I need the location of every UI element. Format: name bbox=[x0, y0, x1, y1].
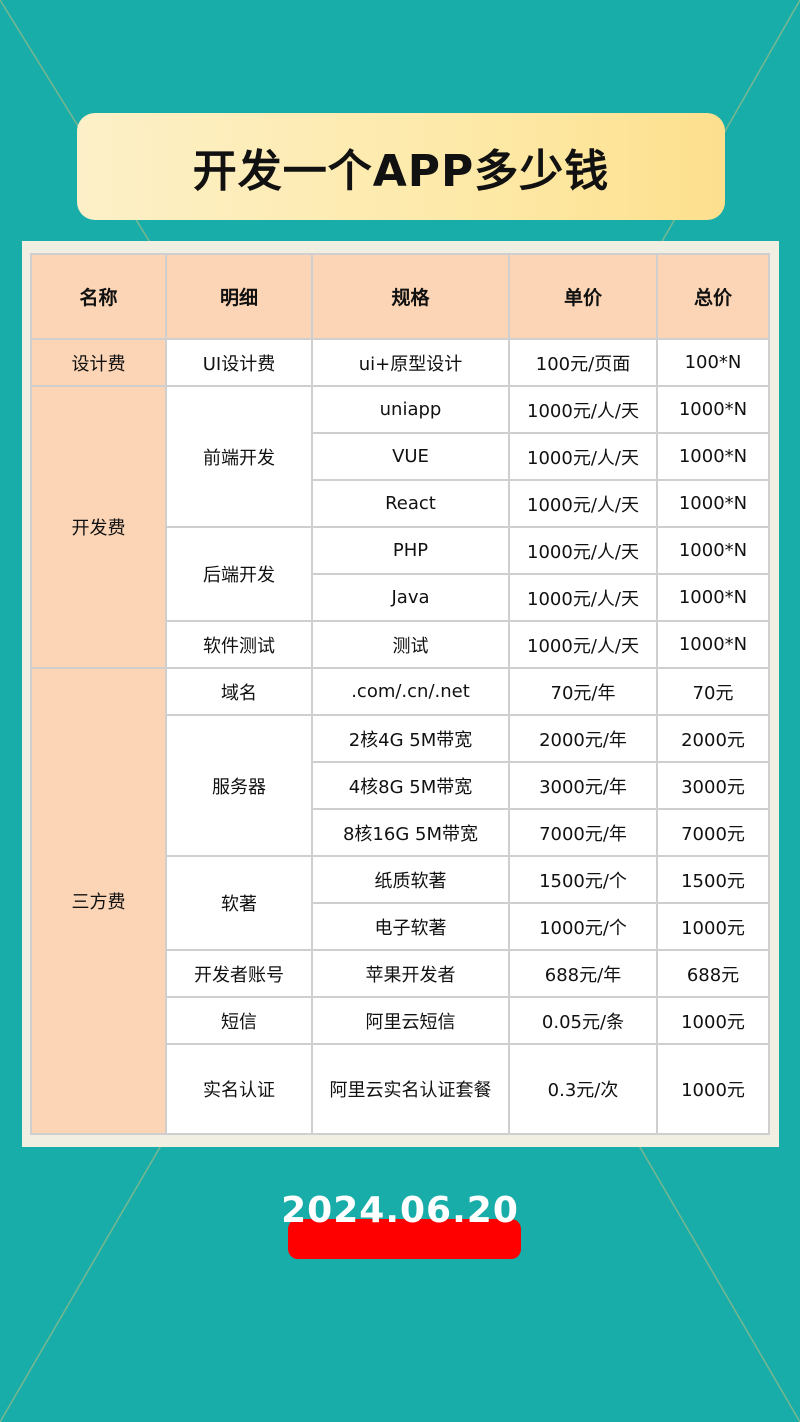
table-row: 开发费 前端开发 uniapp 1000元/人/天 1000*N bbox=[30, 385, 770, 669]
detail-cell: 实名认证 bbox=[165, 1043, 313, 1135]
spec-cell: React bbox=[311, 479, 510, 528]
total-price-cell: 688元 bbox=[656, 949, 770, 998]
total-price-cell: 7000元 bbox=[656, 808, 770, 857]
total-price-cell: 1000*N bbox=[656, 526, 770, 575]
spec-cell: uniapp bbox=[311, 385, 510, 434]
spec-cell: 4核8G 5M带宽 bbox=[311, 761, 510, 810]
column-header: 明细 bbox=[165, 253, 313, 340]
detail-cell: 软著 bbox=[165, 855, 313, 951]
detail-cell: 前端开发 bbox=[165, 385, 313, 528]
column-header: 总价 bbox=[656, 253, 770, 340]
spec-cell: 纸质软著 bbox=[311, 855, 510, 904]
spec-cell: 2核4G 5M带宽 bbox=[311, 714, 510, 763]
table-row: 软件测试 测试 1000元/人/天 1000*N bbox=[31, 620, 770, 669]
unit-price-cell: 1000元/人/天 bbox=[508, 432, 658, 481]
total-price-cell: 1000*N bbox=[656, 432, 770, 481]
title-banner: 开发一个APP多少钱 bbox=[77, 113, 725, 220]
total-price-cell: 2000元 bbox=[656, 714, 770, 763]
unit-price-cell: 1500元/个 bbox=[508, 855, 658, 904]
unit-price-cell: 1000元/人/天 bbox=[508, 479, 658, 528]
detail-cell: 开发者账号 bbox=[165, 949, 313, 998]
table-row: React 1000元/人/天 1000*N bbox=[31, 479, 770, 528]
spec-cell: 阿里云短信 bbox=[311, 996, 510, 1045]
total-price-cell: 1000*N bbox=[656, 573, 770, 622]
spec-cell: Java bbox=[311, 573, 510, 622]
spec-cell: 测试 bbox=[311, 620, 510, 669]
page-title: 开发一个APP多少钱 bbox=[192, 145, 610, 197]
table-row: Java 1000元/人/天 1000*N bbox=[31, 573, 770, 622]
detail-cell: 域名 bbox=[165, 667, 313, 716]
date-label: 2024.06.20 bbox=[281, 1190, 519, 1231]
table-row: 三方费 域名 .com/.cn/.net 70元/年 70元 bbox=[30, 667, 770, 1135]
spec-cell: .com/.cn/.net bbox=[311, 667, 510, 716]
unit-price-cell: 3000元/年 bbox=[508, 761, 658, 810]
detail-cell: UI设计费 bbox=[165, 338, 313, 387]
spec-cell: 阿里云实名认证套餐 bbox=[311, 1043, 510, 1135]
unit-price-cell: 1000元/人/天 bbox=[508, 526, 658, 575]
unit-price-cell: 1000元/个 bbox=[508, 902, 658, 951]
unit-price-cell: 2000元/年 bbox=[508, 714, 658, 763]
unit-price-cell: 0.05元/条 bbox=[508, 996, 658, 1045]
spec-cell: 苹果开发者 bbox=[311, 949, 510, 998]
detail-cell: 后端开发 bbox=[165, 526, 313, 622]
unit-price-cell: 0.3元/次 bbox=[508, 1043, 658, 1135]
table-row: 8核16G 5M带宽 7000元/年 7000元 bbox=[31, 808, 770, 857]
unit-price-cell: 70元/年 bbox=[508, 667, 658, 716]
unit-price-cell: 1000元/人/天 bbox=[508, 573, 658, 622]
header-row: 名称 明细 规格 单价 总价 bbox=[30, 253, 770, 340]
total-price-cell: 1000元 bbox=[656, 996, 770, 1045]
price-table: 名称 明细 规格 单价 总价 设计费 UI设计费 ui+原型设计 100元/页面 100*N 开发… bbox=[30, 253, 770, 1135]
total-price-cell: 1000*N bbox=[656, 620, 770, 669]
unit-price-cell: 1000元/人/天 bbox=[508, 385, 658, 434]
detail-cell: 服务器 bbox=[165, 714, 313, 857]
column-header: 单价 bbox=[508, 253, 658, 340]
category-cell: 三方费 bbox=[30, 667, 167, 1135]
date-bar bbox=[288, 1219, 521, 1259]
spec-cell: 8核16G 5M带宽 bbox=[311, 808, 510, 857]
total-price-cell: 1500元 bbox=[656, 855, 770, 904]
category-cell: 开发费 bbox=[30, 385, 167, 669]
unit-price-cell: 1000元/人/天 bbox=[508, 620, 658, 669]
spec-cell: 电子软著 bbox=[311, 902, 510, 951]
spec-cell: VUE bbox=[311, 432, 510, 481]
table-row: 实名认证 阿里云实名认证套餐 0.3元/次 1000元 bbox=[31, 1043, 770, 1135]
unit-price-cell: 100元/页面 bbox=[508, 338, 658, 387]
table-row: VUE 1000元/人/天 1000*N bbox=[31, 432, 770, 481]
table-row: 短信 阿里云短信 0.05元/条 1000元 bbox=[31, 996, 770, 1045]
total-price-cell: 1000*N bbox=[656, 385, 770, 434]
total-price-cell: 100*N bbox=[656, 338, 770, 387]
unit-price-cell: 7000元/年 bbox=[508, 808, 658, 857]
total-price-cell: 1000*N bbox=[656, 479, 770, 528]
table-row: 4核8G 5M带宽 3000元/年 3000元 bbox=[31, 761, 770, 810]
spec-cell: ui+原型设计 bbox=[311, 338, 510, 387]
spec-cell: PHP bbox=[311, 526, 510, 575]
total-price-cell: 1000元 bbox=[656, 1043, 770, 1135]
unit-price-cell: 688元/年 bbox=[508, 949, 658, 998]
table-row: 设计费 UI设计费 ui+原型设计 100元/页面 100*N bbox=[30, 338, 770, 387]
category-cell: 设计费 bbox=[30, 338, 167, 387]
total-price-cell: 1000元 bbox=[656, 902, 770, 951]
table-row: 服务器 2核4G 5M带宽 2000元/年 2000元 bbox=[31, 714, 770, 857]
column-header: 名称 bbox=[30, 253, 167, 340]
detail-cell: 短信 bbox=[165, 996, 313, 1045]
table-row: 后端开发 PHP 1000元/人/天 1000*N bbox=[31, 526, 770, 622]
table-row: 软著 纸质软著 1500元/个 1500元 bbox=[31, 855, 770, 951]
table-row: 开发者账号 苹果开发者 688元/年 688元 bbox=[31, 949, 770, 998]
column-header: 规格 bbox=[311, 253, 510, 340]
total-price-cell: 3000元 bbox=[656, 761, 770, 810]
total-price-cell: 70元 bbox=[656, 667, 770, 716]
detail-cell: 软件测试 bbox=[165, 620, 313, 669]
table-row: 电子软著 1000元/个 1000元 bbox=[31, 902, 770, 951]
